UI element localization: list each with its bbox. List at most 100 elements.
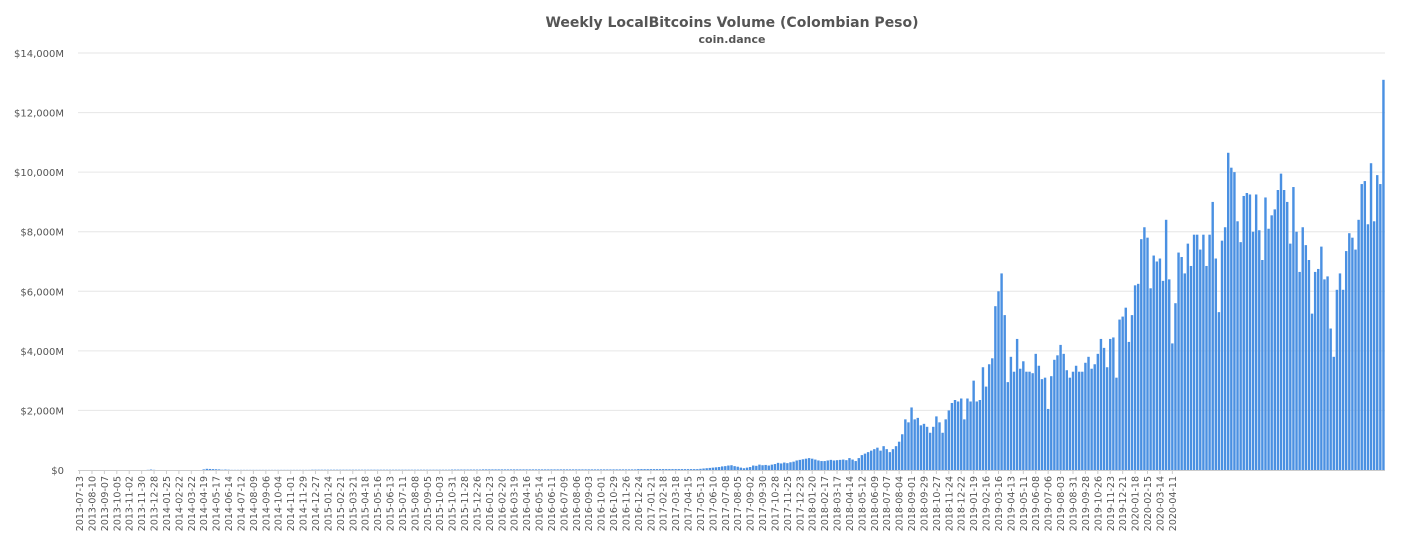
volume-bar (714, 467, 718, 470)
volume-bar (528, 469, 531, 470)
volume-bar (1102, 347, 1106, 470)
volume-bar (1081, 371, 1084, 470)
volume-bar (606, 469, 609, 470)
x-tick-label: 2020-04-11 (1168, 476, 1179, 531)
volume-bar (1183, 273, 1186, 470)
volume-bar (1279, 173, 1283, 470)
volume-bar (627, 469, 631, 470)
volume-bar (658, 469, 662, 470)
volume-bar (649, 469, 652, 470)
x-tick-label: 2018-02-17 (820, 476, 831, 531)
volume-bar (748, 467, 752, 470)
volume-bar (593, 469, 597, 470)
volume-bar (941, 432, 944, 470)
x-tick-label: 2018-06-09 (870, 476, 881, 531)
volume-bar (1062, 353, 1065, 470)
volume-bar (795, 460, 798, 470)
volume-bar (1164, 219, 1168, 470)
volume-bar (686, 469, 690, 470)
volume-bar (1233, 172, 1236, 470)
volume-bar (1357, 219, 1360, 470)
x-tick-label: 2014-05-17 (212, 476, 223, 531)
volume-bar (1205, 265, 1208, 470)
volume-bar (860, 455, 864, 470)
x-tick-label: 2020-02-15 (1143, 476, 1154, 531)
x-tick-label: 2014-03-22 (187, 476, 198, 531)
x-tick-label: 2016-03-19 (510, 476, 521, 531)
volume-bar (1000, 273, 1003, 470)
volume-bar (214, 469, 218, 470)
volume-bar (736, 466, 739, 470)
volume-bar (587, 469, 590, 470)
y-axis-ticks: $0 $2,000M $4,000M $6,000M $8,000M $10,000M $1… (14, 49, 64, 477)
x-tick-label: 2018-05-12 (857, 476, 868, 531)
x-tick-label: 2015-03-21 (348, 476, 359, 531)
volume-bar (925, 426, 929, 470)
volume-bar (984, 386, 988, 470)
volume-bar (1109, 338, 1112, 470)
x-tick-label: 2018-09-01 (907, 476, 918, 531)
volume-bar (1335, 289, 1339, 470)
x-tick-label: 2014-11-29 (299, 476, 310, 531)
x-tick-label: 2015-11-28 (460, 476, 471, 531)
volume-bar (1034, 353, 1037, 470)
volume-bar (1376, 175, 1379, 470)
volume-bar (823, 461, 826, 470)
x-tick-label: 2013-11-02 (125, 476, 136, 531)
volume-bar (671, 469, 674, 470)
volume-bar (1046, 408, 1050, 470)
volume-bar (553, 469, 556, 470)
volume-bar (994, 306, 997, 470)
bars (146, 79, 1385, 471)
chart-title: Weekly LocalBitcoins Volume (Colombian P… (545, 15, 918, 31)
volume-bar (1040, 379, 1044, 470)
volume-bar (1267, 228, 1270, 470)
volume-bar (1146, 237, 1149, 470)
volume-bar (891, 449, 895, 470)
volume-bar (711, 467, 715, 470)
volume-bar (1043, 377, 1047, 470)
volume-bar (565, 469, 569, 470)
volume-bar (1289, 243, 1292, 470)
volume-bar (835, 460, 839, 470)
volume-bar (689, 469, 693, 470)
volume-bar (838, 459, 842, 470)
volume-bar (783, 462, 786, 470)
y-tick-label: $0 (51, 466, 64, 477)
volume-bar (696, 469, 699, 470)
volume-bar (485, 469, 488, 470)
volume-bar (1292, 187, 1295, 471)
volume-bar (1264, 197, 1267, 470)
volume-bar (1242, 195, 1245, 470)
volume-bar (1149, 288, 1152, 470)
volume-bar (969, 401, 972, 470)
x-tick-label: 2017-05-13 (696, 476, 707, 531)
volume-bar (1015, 338, 1019, 470)
volume-bar (494, 469, 497, 470)
volume-bar (1099, 338, 1103, 470)
volume-bar (960, 398, 963, 470)
volume-bar (854, 461, 857, 470)
volume-bar (894, 446, 898, 470)
volume-bar (550, 469, 553, 470)
volume-bar (950, 402, 954, 470)
x-tick-label: 2019-09-28 (1081, 476, 1092, 531)
volume-bar (575, 469, 578, 470)
volume-bar (618, 469, 621, 470)
volume-bar (537, 469, 541, 470)
x-tick-label: 2019-02-16 (982, 476, 993, 531)
volume-bar (534, 469, 538, 470)
volume-bar (820, 461, 823, 470)
volume-bar (1310, 313, 1314, 471)
y-tick-label: $12,000M (14, 109, 64, 120)
volume-bar (590, 469, 594, 470)
volume-bar (826, 460, 829, 470)
volume-bar (1025, 371, 1028, 470)
x-tick-label: 2016-10-01 (597, 476, 608, 531)
volume-bar (481, 469, 485, 470)
volume-bar (603, 469, 606, 470)
volume-bar (966, 398, 969, 470)
volume-bar (919, 425, 923, 470)
volume-bar (646, 469, 649, 470)
volume-bar (1174, 303, 1177, 470)
